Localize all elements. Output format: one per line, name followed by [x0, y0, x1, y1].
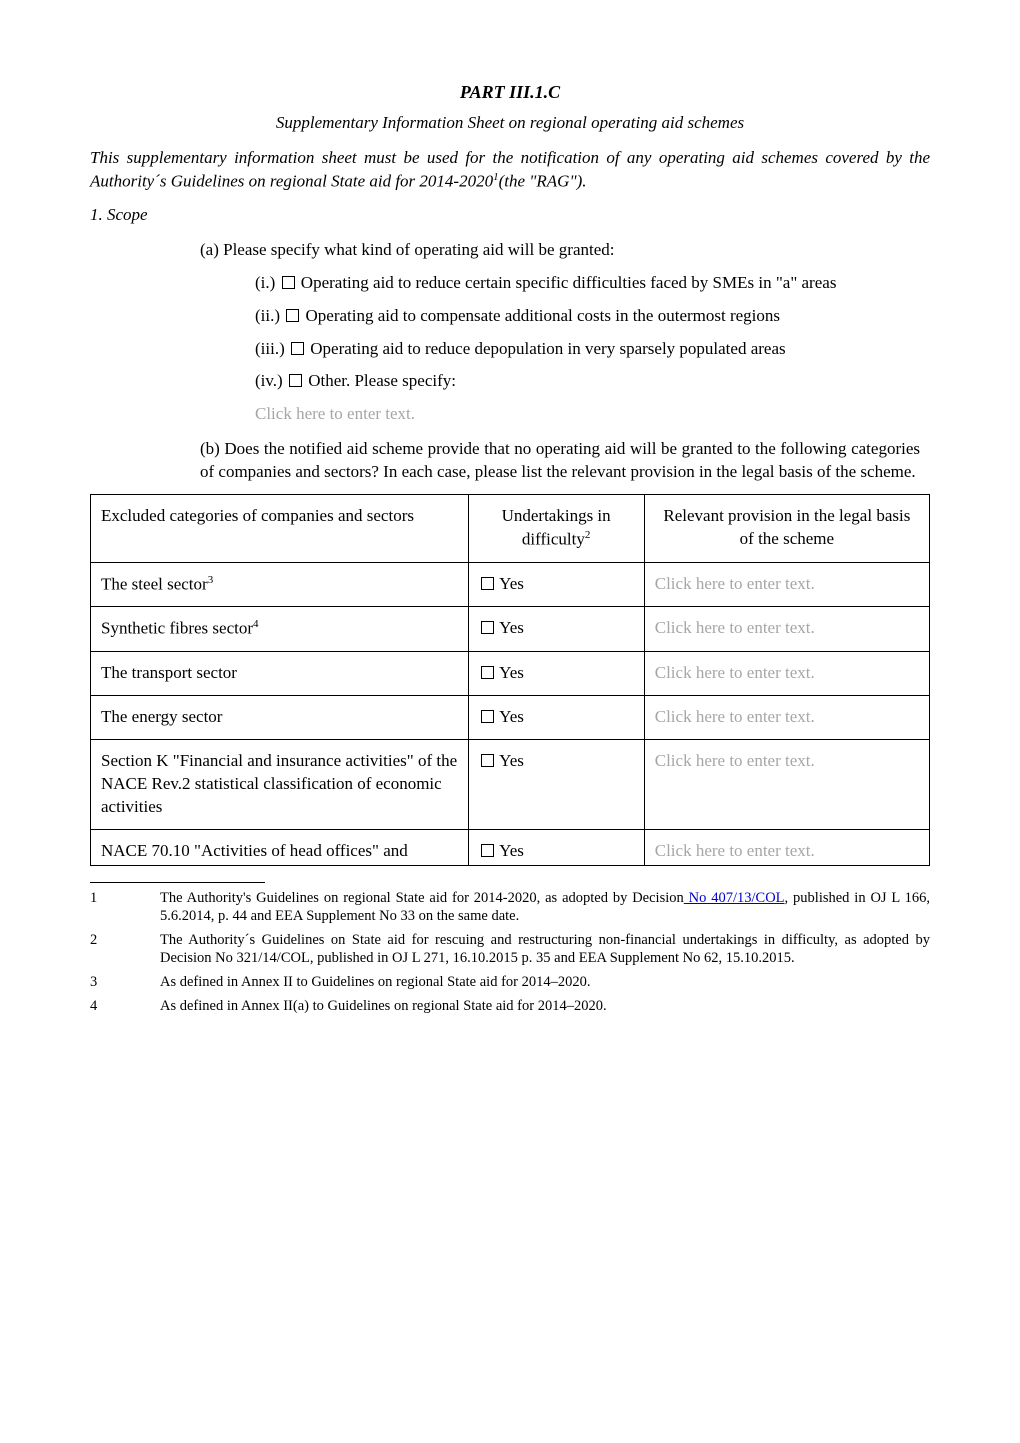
table-row: Synthetic fibres sector4 Yes Click here …	[91, 607, 930, 652]
checkbox-yes-steel[interactable]	[481, 577, 494, 590]
table-row: The steel sector3 Yes Click here to ente…	[91, 562, 930, 607]
th-undertakings: Undertakings in difficulty2	[468, 495, 644, 563]
th-provision: Relevant provision in the legal basis of…	[644, 495, 929, 563]
th-excluded-categories: Excluded categories of companies and sec…	[91, 495, 469, 563]
checkbox-option-iv[interactable]	[289, 374, 302, 387]
exclusion-table: Excluded categories of companies and sec…	[90, 494, 930, 865]
preamble: This supplementary information sheet mus…	[90, 147, 930, 194]
checkbox-yes-section-k[interactable]	[481, 754, 494, 767]
table-row: NACE 70.10 "Activities of head offices" …	[91, 829, 930, 865]
row-provision-placeholder[interactable]: Click here to enter text.	[644, 607, 929, 652]
table-row: The transport sector Yes Click here to e…	[91, 651, 930, 695]
checkbox-yes-synthetic[interactable]	[481, 621, 494, 634]
table-row: The energy sector Yes Click here to ente…	[91, 695, 930, 739]
checkbox-option-i[interactable]	[282, 276, 295, 289]
row-label: The transport sector	[91, 651, 469, 695]
row-provision-placeholder[interactable]: Click here to enter text.	[644, 651, 929, 695]
footnotes-separator	[90, 882, 265, 883]
row-label: The steel sector3	[91, 562, 469, 607]
option-iii: (iii.) Operating aid to reduce depopulat…	[255, 338, 900, 361]
question-b: (b) Does the notified aid scheme provide…	[200, 438, 920, 484]
section-1-heading: 1. Scope	[90, 204, 930, 227]
yes-label: Yes	[499, 618, 524, 637]
footnote-text: The Authority´s Guidelines on State aid …	[160, 932, 930, 966]
footnote-3: 3As defined in Annex II to Guidelines on…	[90, 973, 930, 991]
checkbox-option-ii[interactable]	[286, 309, 299, 322]
row-yes-cell: Yes	[468, 739, 644, 829]
row-label: The energy sector	[91, 695, 469, 739]
footnote-number: 4	[90, 997, 160, 1015]
option-i: (i.) Operating aid to reduce certain spe…	[255, 272, 900, 295]
option-text: Other. Please specify:	[308, 371, 456, 390]
row-label-text: The energy sector	[101, 707, 222, 726]
yes-label: Yes	[499, 707, 524, 726]
row-label-text: Section K "Financial and insurance activ…	[101, 751, 457, 816]
table-row: Section K "Financial and insurance activ…	[91, 739, 930, 829]
document-title: PART III.1.C	[90, 80, 930, 104]
th-undertakings-text: Undertakings in difficulty	[502, 506, 611, 549]
yes-label: Yes	[499, 841, 524, 860]
row-provision-placeholder[interactable]: Click here to enter text.	[644, 739, 929, 829]
footnote-1: 1The Authority's Guidelines on regional …	[90, 889, 930, 925]
footnote-link[interactable]: No 407/13/COL	[684, 890, 785, 906]
footnote-number: 3	[90, 973, 160, 991]
row-provision-placeholder[interactable]: Click here to enter text.	[644, 695, 929, 739]
row-provision-placeholder[interactable]: Click here to enter text.	[644, 562, 929, 607]
row-yes-cell: Yes	[468, 651, 644, 695]
question-a-options: (i.) Operating aid to reduce certain spe…	[255, 272, 900, 427]
footnote-text: As defined in Annex II(a) to Guidelines …	[160, 998, 607, 1014]
row-provision-placeholder[interactable]: Click here to enter text.	[644, 829, 929, 865]
row-label-text: The steel sector	[101, 574, 208, 593]
footnote-number: 1	[90, 889, 160, 907]
row-label: Synthetic fibres sector4	[91, 607, 469, 652]
footnote-2: 2The Authority´s Guidelines on State aid…	[90, 931, 930, 967]
other-specify-placeholder[interactable]: Click here to enter text.	[255, 403, 900, 426]
yes-label: Yes	[499, 663, 524, 682]
option-roman: (ii.)	[255, 306, 280, 325]
row-footnote-ref: 4	[253, 618, 259, 630]
row-yes-cell: Yes	[468, 607, 644, 652]
yes-label: Yes	[499, 574, 524, 593]
table-header-row: Excluded categories of companies and sec…	[91, 495, 930, 563]
option-roman: (iv.)	[255, 371, 283, 390]
option-iv: (iv.) Other. Please specify:	[255, 370, 900, 393]
row-label: Section K "Financial and insurance activ…	[91, 739, 469, 829]
option-ii: (ii.) Operating aid to compensate additi…	[255, 305, 900, 328]
preamble-text-post: (the "RAG").	[499, 172, 587, 191]
checkbox-yes-nace7010[interactable]	[481, 844, 494, 857]
row-yes-cell: Yes	[468, 562, 644, 607]
row-label-text: The transport sector	[101, 663, 237, 682]
question-a: (a) Please specify what kind of operatin…	[200, 239, 920, 262]
footnote-text: As defined in Annex II to Guidelines on …	[160, 974, 590, 990]
row-yes-cell: Yes	[468, 695, 644, 739]
option-text: Operating aid to reduce certain specific…	[301, 273, 837, 292]
row-footnote-ref: 3	[208, 574, 214, 586]
option-roman: (iii.)	[255, 339, 285, 358]
footnote-4: 4As defined in Annex II(a) to Guidelines…	[90, 997, 930, 1015]
row-label-text: NACE 70.10 "Activities of head offices" …	[101, 841, 408, 860]
row-label: NACE 70.10 "Activities of head offices" …	[91, 829, 469, 865]
option-roman: (i.)	[255, 273, 275, 292]
checkbox-yes-energy[interactable]	[481, 710, 494, 723]
row-label-text: Synthetic fibres sector	[101, 619, 253, 638]
checkbox-yes-transport[interactable]	[481, 666, 494, 679]
footnote-text-pre: The Authority's Guidelines on regional S…	[160, 890, 684, 906]
yes-label: Yes	[499, 751, 524, 770]
option-text: Operating aid to compensate additional c…	[306, 306, 780, 325]
th-undertakings-footnote-ref: 2	[585, 529, 591, 541]
footnote-number: 2	[90, 931, 160, 949]
checkbox-option-iii[interactable]	[291, 342, 304, 355]
row-yes-cell: Yes	[468, 829, 644, 865]
document-subtitle: Supplementary Information Sheet on regio…	[90, 112, 930, 135]
option-text: Operating aid to reduce depopulation in …	[310, 339, 785, 358]
